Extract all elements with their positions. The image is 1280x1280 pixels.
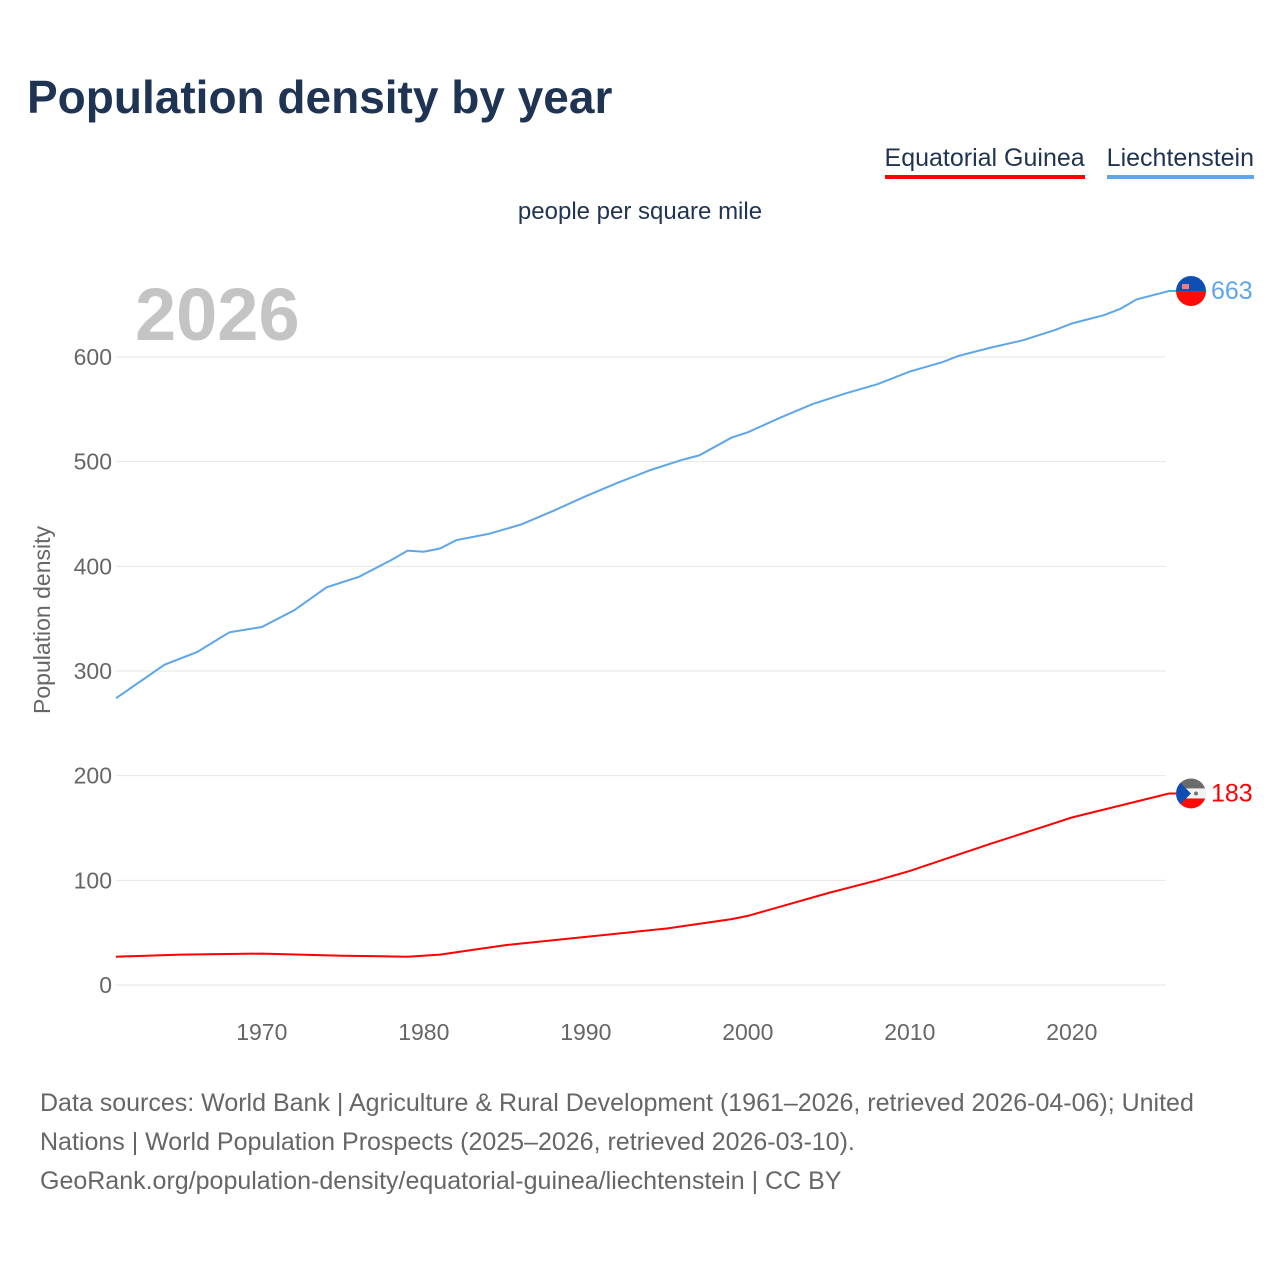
- y-axis-label: Population density: [29, 526, 55, 714]
- x-tick-label: 1990: [560, 1019, 611, 1045]
- flag-stripe: [1176, 798, 1206, 809]
- y-tick-label: 0: [99, 972, 112, 998]
- flag-icon: [1176, 778, 1206, 809]
- x-tick-label: 1980: [398, 1019, 449, 1045]
- flag-emblem: [1194, 791, 1198, 796]
- chart-title: Population density by year: [27, 71, 613, 123]
- x-tick-label: 2000: [722, 1019, 773, 1045]
- x-tick-label: 2020: [1046, 1019, 1097, 1045]
- flag-stripe: [1176, 778, 1206, 789]
- y-tick-label: 100: [74, 867, 112, 893]
- series-line-equatorial-guinea: [115, 792, 1178, 958]
- x-tick-label: 1970: [236, 1019, 287, 1045]
- flag-triangle: [1176, 778, 1191, 809]
- series-line-liechtenstein: [115, 289, 1178, 700]
- source-link[interactable]: GeoRank.org/population-density/equatoria…: [40, 1167, 842, 1195]
- legend-item-liechtenstein[interactable]: Liechtenstein: [1106, 144, 1254, 179]
- year-watermark: 2026: [135, 273, 300, 356]
- flag-body: [1176, 778, 1206, 809]
- chart-svg: 2026 0 100 200 300 400 500 600 1970 1980 1990 2000…: [29, 273, 1253, 1045]
- end-value-label: 663: [1211, 277, 1253, 305]
- end-value-label: 183: [1211, 779, 1253, 807]
- y-tick-label: 600: [74, 344, 112, 370]
- flag-body: [1176, 276, 1206, 307]
- y-tick-label: 300: [74, 658, 112, 684]
- data-sources: Data sources: World Bank | Agriculture &…: [40, 1089, 1194, 1156]
- legend-item-equatorial-guinea[interactable]: Equatorial Guinea: [884, 144, 1085, 179]
- footer: Data sources: World Bank | Agriculture &…: [40, 1084, 1250, 1201]
- x-tick-label: 2010: [884, 1019, 935, 1045]
- flag-crown: [1182, 284, 1189, 290]
- flag-icon: [1176, 276, 1206, 307]
- flag-stripe: [1176, 291, 1206, 307]
- y-tick-label: 200: [74, 763, 112, 789]
- y-tick-label: 400: [74, 553, 112, 579]
- flag-stripe: [1176, 276, 1206, 292]
- y-tick-label: 500: [74, 449, 112, 475]
- chart-subtitle: people per square mile: [517, 198, 763, 225]
- legend: Equatorial Guinea Liechtenstein: [884, 144, 1254, 179]
